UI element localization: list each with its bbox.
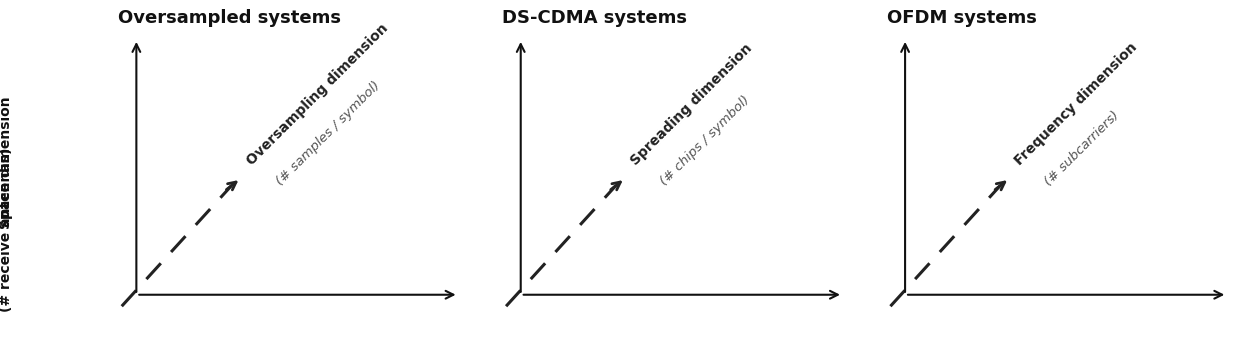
Text: Oversampled systems: Oversampled systems [118,9,342,27]
Text: Oversampling dimension: Oversampling dimension [243,21,390,168]
Text: OFDM systems: OFDM systems [887,9,1036,27]
Text: DS-CDMA systems: DS-CDMA systems [503,9,687,27]
Text: (# subcarriers): (# subcarriers) [1042,109,1122,189]
Text: Space dimension: Space dimension [0,96,14,228]
Text: (# samples / symbol): (# samples / symbol) [273,79,383,189]
Text: Frequency dimension: Frequency dimension [1013,41,1140,168]
Text: (# chips / symbol): (# chips / symbol) [658,94,753,189]
Text: (# receive antennas): (# receive antennas) [0,148,14,312]
Text: Spreading dimension: Spreading dimension [628,41,754,168]
